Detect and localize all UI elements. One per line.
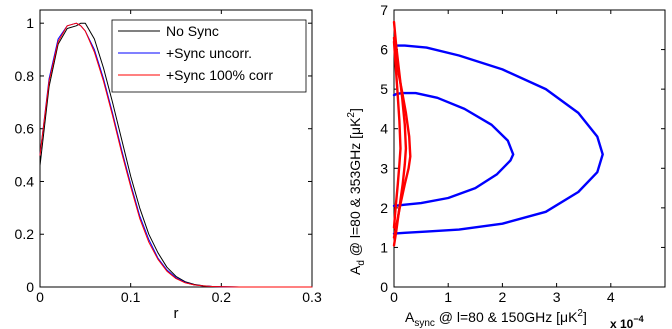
left-x-tick-label: 0 <box>36 289 44 305</box>
left-series-line-2 <box>39 22 313 288</box>
right-x-tick-label: 0 <box>390 289 398 305</box>
left-y-tick-label: 0.6 <box>15 121 35 137</box>
right-plot: 0 1 2 3 4 0 1 2 3 4 5 6 7 Async @ l=80 & 150GHz [μK2… <box>346 2 666 329</box>
legend-label-sync-uncorr: +Sync uncorr. <box>166 45 252 61</box>
right-series-line-3 <box>392 20 408 247</box>
left-y-tick-label: 0.8 <box>15 68 35 84</box>
legend: No Sync +Sync uncorr. +Sync 100% corr <box>111 19 307 93</box>
right-y-tick-label: 2 <box>380 200 388 216</box>
legend-label-sync-corr: +Sync 100% corr <box>166 67 273 83</box>
legend-label-no-sync: No Sync <box>166 23 219 39</box>
right-y-tick-label: 6 <box>380 42 388 58</box>
left-y-tick-label: 0.4 <box>15 173 35 189</box>
right-x-tick-label: 4 <box>607 289 615 305</box>
right-series-line-1 <box>392 44 604 235</box>
right-y-tick-label: 1 <box>380 239 388 255</box>
left-x-tick-label: 0.1 <box>121 289 141 305</box>
left-x-axis-label: r <box>174 305 179 322</box>
right-y-tick-label: 3 <box>380 160 388 176</box>
left-y-tick-label: 0.2 <box>15 226 35 242</box>
right-x-axis-multiplier: x 10−4 <box>610 314 644 329</box>
right-y-tick-label: 7 <box>380 2 388 18</box>
right-y-axis-label: Ad @ l=80 & 353GHz [μK2] <box>346 108 367 275</box>
left-x-tick-label: 0.2 <box>212 289 232 305</box>
legend-box <box>111 19 307 93</box>
right-y-tick-label: 5 <box>380 81 388 97</box>
right-x-tick-label: 2 <box>499 289 507 305</box>
left-plot: 0 0.1 0.2 0.3 0 0.2 0.4 0.6 0.8 1 r No Sync +Sync… <box>15 9 322 322</box>
right-series-line-4 <box>392 40 402 229</box>
left-y-tick-label: 1 <box>26 15 34 31</box>
right-x-tick-label: 3 <box>553 289 561 305</box>
right-y-tick-label: 4 <box>380 121 388 137</box>
left-x-tick-label: 0.3 <box>302 289 322 305</box>
left-y-tick-label: 0 <box>26 279 34 295</box>
right-x-tick-label: 1 <box>444 289 452 305</box>
right-y-tick-label: 0 <box>380 279 388 295</box>
right-x-axis-label: Async @ l=80 & 150GHz [μK2] <box>405 308 587 329</box>
right-plot-frame <box>393 9 666 288</box>
right-series-line-0 <box>392 91 515 208</box>
